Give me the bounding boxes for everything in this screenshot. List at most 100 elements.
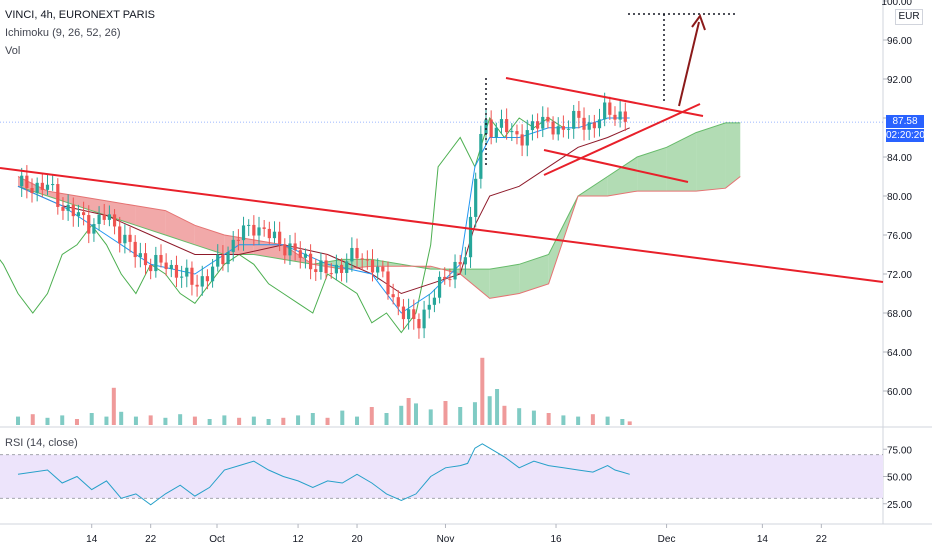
volume-bar	[369, 407, 374, 425]
candle-down	[252, 224, 256, 236]
last-price-tag: 87.58	[886, 115, 924, 129]
currency-unit-label[interactable]: EUR	[895, 9, 923, 25]
volume-bar	[561, 415, 566, 425]
kumo-bear-segment	[165, 210, 195, 245]
candle-up	[437, 276, 442, 298]
candle-up	[241, 225, 246, 241]
volume-bar	[266, 419, 271, 425]
candle-down	[381, 266, 385, 272]
candle-down	[561, 126, 565, 130]
rsi-tick-label: 75.00	[887, 445, 912, 456]
volume-bar	[399, 405, 404, 425]
volume-bar	[413, 403, 418, 425]
candle-down	[30, 187, 34, 193]
kumo-bull-segment	[696, 122, 726, 192]
candle-up	[530, 121, 535, 131]
candle-up	[210, 266, 215, 282]
volume-bar	[148, 415, 153, 425]
volume-bar	[340, 410, 345, 425]
candle-down	[195, 284, 199, 287]
candle-down	[314, 269, 318, 272]
kumo-bear-segment	[135, 205, 166, 235]
candle-up	[180, 276, 184, 278]
candle-up	[20, 175, 24, 187]
volume-bar	[472, 402, 477, 425]
price-tick-label: 64.00	[887, 348, 912, 359]
volume-bar	[495, 389, 500, 425]
volume-bar	[237, 417, 242, 425]
candle-down	[515, 131, 519, 135]
candle-down	[293, 243, 297, 251]
candle-down	[489, 119, 493, 138]
candle-down	[128, 234, 132, 242]
countdown-tag: 02:20:20	[886, 129, 925, 143]
candle-up	[541, 116, 545, 129]
price-tick-label: 96.00	[887, 36, 912, 47]
candle-up	[185, 267, 189, 277]
candle-up	[453, 261, 457, 280]
kumo-bull-segment	[637, 147, 667, 192]
candle-up	[572, 110, 576, 129]
volume-bar	[458, 407, 463, 425]
candle-down	[339, 264, 344, 273]
candle-up	[319, 260, 323, 272]
candle-down	[443, 276, 447, 280]
volume-bar	[590, 414, 595, 425]
candle-up	[200, 276, 204, 287]
volume-bar	[355, 416, 360, 425]
candle-up	[107, 214, 111, 220]
candle-up	[169, 264, 173, 270]
candle-up	[597, 119, 602, 129]
senkou-span-b	[17, 176, 741, 299]
candle-down	[448, 279, 452, 281]
candle-down	[262, 227, 266, 229]
candle-down	[613, 114, 617, 120]
candle-up	[427, 304, 431, 310]
breakout-arrow-head	[691, 13, 706, 31]
time-tick-label: 22	[145, 534, 157, 545]
candle-up	[97, 214, 101, 225]
candle-down	[546, 116, 550, 122]
kumo-bear-segment	[106, 200, 136, 226]
candle-down	[236, 239, 240, 241]
volume-bar	[428, 409, 433, 425]
candle-up	[92, 224, 96, 234]
time-tick-label: 16	[550, 534, 562, 545]
candle-down	[190, 267, 194, 285]
candle-down	[505, 119, 509, 133]
candle-down	[370, 259, 375, 273]
volume-bar	[281, 417, 286, 425]
candle-down	[56, 184, 60, 207]
kumo-bull-segment	[666, 132, 697, 192]
volume-bar	[207, 419, 212, 425]
candle-down	[133, 241, 137, 258]
candle-down	[391, 294, 395, 298]
long-term-trendline	[0, 167, 884, 283]
price-tick-label: 68.00	[887, 309, 912, 320]
candle-down	[386, 271, 390, 295]
kumo-bull-segment	[725, 122, 741, 189]
candle-up	[231, 239, 235, 253]
candle-up	[345, 261, 349, 273]
candle-up	[468, 216, 473, 258]
candle-down	[535, 121, 540, 129]
candle-down	[396, 297, 400, 307]
candle-down	[551, 121, 555, 135]
volume-bar	[104, 416, 109, 425]
price-tick-label: 80.00	[887, 192, 912, 203]
rsi-legend: RSI (14, close)	[5, 437, 78, 449]
kumo-bull-segment	[460, 269, 490, 299]
kumo-bear-segment	[194, 225, 225, 255]
volume-bar	[487, 396, 492, 425]
candle-up	[484, 119, 488, 134]
ichimoku-legend: Ichimoku (9, 26, 52, 26)	[5, 27, 121, 39]
candle-up	[432, 297, 437, 305]
kumo-bull-segment	[489, 264, 520, 299]
candle-up	[494, 127, 498, 138]
price-tick-label: 76.00	[887, 231, 912, 242]
candle-down	[221, 254, 225, 265]
candle-down	[582, 117, 586, 130]
volume-bar	[517, 408, 522, 425]
candle-down	[360, 258, 364, 260]
